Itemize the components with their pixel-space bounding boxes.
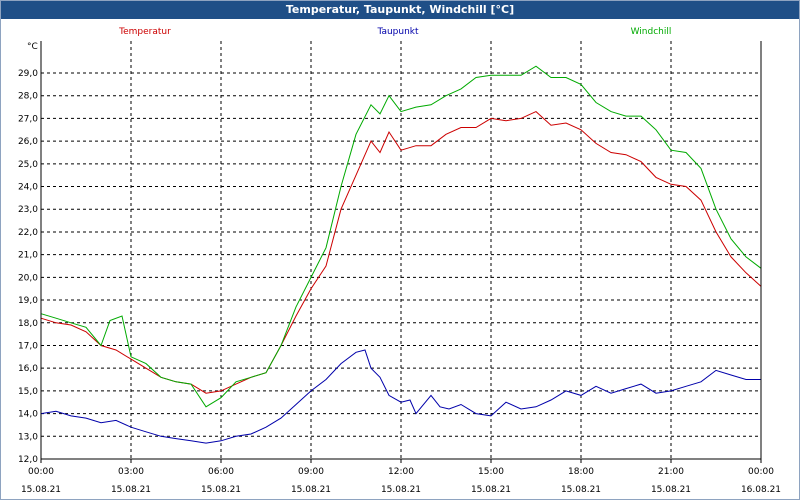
y-tick-label: 27,0 [18, 114, 38, 124]
x-tick-time: 21:00 [658, 467, 684, 477]
title-bar: Temperatur, Taupunkt, Windchill [°C] [1, 1, 799, 19]
y-tick-label: 19,0 [18, 296, 38, 306]
y-tick-label: 25,0 [18, 160, 38, 170]
x-tick-time: 12:00 [388, 467, 414, 477]
chart-title: Temperatur, Taupunkt, Windchill [°C] [285, 3, 515, 16]
y-tick-label: 24,0 [18, 183, 38, 193]
y-tick-label: 13,0 [18, 432, 38, 442]
x-tick-date: 15.08.21 [291, 485, 331, 495]
chart-area: 12,0 13,0 14,0 15,0 16,0 17,0 18,0 19,0 20,0 21,0… [18, 27, 781, 495]
x-tick-date: 15.08.21 [561, 485, 601, 495]
x-tick-date: 15.08.21 [111, 485, 151, 495]
x-tick-time: 09:00 [298, 467, 324, 477]
x-tick-date: 15.08.21 [381, 485, 421, 495]
x-tick-date: 15.08.21 [201, 485, 241, 495]
y-unit-label: °C [27, 42, 38, 52]
y-tick-label: 26,0 [18, 137, 38, 147]
y-tick-label: 14,0 [18, 410, 38, 420]
x-tick-date: 15.08.21 [471, 485, 511, 495]
legend-entry-temperatur: Temperatur [118, 27, 171, 37]
y-tick-label: 12,0 [18, 455, 38, 465]
legend-entry-taupunkt: Taupunkt [376, 27, 419, 37]
x-tick-date: 15.08.21 [651, 485, 691, 495]
y-tick-label: 28,0 [18, 92, 38, 102]
x-tick-time: 06:00 [208, 467, 234, 477]
x-tick-time: 18:00 [568, 467, 594, 477]
y-tick-label: 15,0 [18, 387, 38, 397]
x-tick-date: 16.08.21 [741, 485, 781, 495]
y-tick-label: 23,0 [18, 205, 38, 215]
x-tick-time: 00:00 [748, 467, 774, 477]
y-tick-label: 22,0 [18, 228, 38, 238]
x-tick-time: 15:00 [478, 467, 504, 477]
series-line-windchill [40, 65, 762, 408]
y-tick-label: 17,0 [18, 341, 38, 351]
y-tick-label: 20,0 [18, 273, 38, 283]
legend-entry-windchill: Windchill [631, 27, 672, 37]
x-tick-time: 00:00 [28, 467, 54, 477]
y-tick-label: 21,0 [18, 251, 38, 261]
y-tick-label: 29,0 [18, 69, 38, 79]
y-tick-label: 16,0 [18, 364, 38, 374]
x-tick-date: 15.08.21 [21, 485, 61, 495]
series-line-taupunkt [40, 349, 761, 444]
x-tick-time: 03:00 [118, 467, 144, 477]
y-tick-label: 18,0 [18, 319, 38, 329]
